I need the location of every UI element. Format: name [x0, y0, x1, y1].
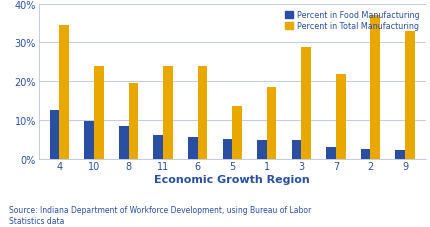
- Bar: [370, 16, 380, 159]
- Bar: [119, 126, 129, 159]
- Bar: [154, 136, 163, 159]
- Bar: [301, 48, 311, 159]
- Bar: [84, 121, 94, 159]
- Bar: [326, 147, 336, 159]
- Bar: [188, 137, 198, 159]
- Legend: Percent in Food Manufacturing, Percent in Total Manufacturing: Percent in Food Manufacturing, Percent i…: [283, 9, 422, 33]
- Text: Source: Indiana Department of Workforce Development, using Bureau of Labor
Stati: Source: Indiana Department of Workforce …: [9, 205, 311, 225]
- Bar: [223, 140, 232, 159]
- Bar: [336, 75, 346, 159]
- Bar: [198, 66, 207, 159]
- Bar: [129, 84, 138, 159]
- Bar: [94, 66, 104, 159]
- X-axis label: Economic Growth Region: Economic Growth Region: [154, 174, 310, 184]
- Bar: [361, 149, 370, 159]
- Bar: [50, 111, 59, 159]
- Bar: [292, 141, 301, 159]
- Bar: [395, 151, 405, 159]
- Bar: [163, 66, 173, 159]
- Bar: [405, 32, 415, 159]
- Bar: [232, 107, 242, 159]
- Bar: [59, 26, 69, 159]
- Bar: [257, 141, 267, 159]
- Bar: [267, 87, 276, 159]
